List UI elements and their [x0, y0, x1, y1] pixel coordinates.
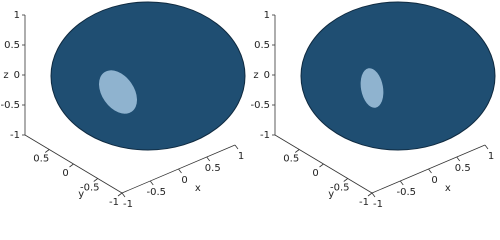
z-tick-label: 0 — [264, 70, 270, 81]
figure: -1 -0.5 0 0.5 1 x -1 -0.5 0 0.5 y -1 -0.5 0 0.5 1 z -1 -0.… — [0, 1, 496, 210]
y-tick — [295, 149, 300, 153]
z-axis-label: z — [3, 70, 8, 81]
z-tick-label: -0.5 — [0, 100, 20, 111]
x-tick-label: 0.5 — [455, 163, 471, 174]
y-tick-label: 0.5 — [33, 154, 49, 165]
x-tick-label: 1 — [238, 151, 244, 162]
y-tick — [343, 178, 348, 182]
x-tick — [206, 156, 211, 162]
x-tick — [371, 192, 376, 198]
x-tick — [178, 168, 182, 174]
x-tick — [428, 168, 432, 174]
x-tick — [234, 144, 239, 150]
y-tick — [69, 163, 74, 168]
x-axis-label: x — [445, 183, 451, 194]
x-tick — [149, 180, 154, 186]
z-tick-label: 0.5 — [4, 40, 20, 51]
x-tick-label: 0 — [181, 175, 187, 186]
x-tick — [121, 192, 126, 198]
x-tick-label: 0.5 — [205, 163, 221, 174]
patch — [360, 68, 384, 108]
z-tick-label: -0.5 — [250, 100, 270, 111]
plot: -1 -0.5 0 0.5 1 x -1 -0.5 0 0.5 y -1 -0.5 0 0.5 1 z — [250, 1, 496, 210]
x-axis-label: x — [195, 183, 201, 194]
y-tick-label: -0.5 — [330, 183, 350, 194]
y-tick — [319, 163, 324, 168]
sphere — [300, 1, 496, 151]
x-tick-label: 0 — [431, 175, 437, 186]
y-tick — [117, 192, 123, 197]
y-tick-label: -1 — [359, 197, 369, 208]
z-tick-label: 1 — [264, 10, 270, 21]
x-tick — [399, 180, 404, 186]
patch — [98, 70, 138, 114]
sphere — [50, 1, 246, 151]
y-tick — [45, 149, 50, 153]
y-axis-label: y — [328, 189, 334, 200]
x-tick — [484, 144, 489, 150]
x-tick-label: -1 — [373, 199, 383, 210]
z-axis-label: z — [253, 70, 258, 81]
y-tick-label: 0 — [62, 168, 68, 179]
x-tick-label: -1 — [123, 199, 133, 210]
z-tick-label: -1 — [260, 130, 270, 141]
z-tick-label: -1 — [10, 130, 20, 141]
y-tick-label: 0 — [312, 168, 318, 179]
z-tick-label: 0 — [14, 70, 20, 81]
y-tick-label: -1 — [109, 197, 119, 208]
y-tick-label: -0.5 — [80, 183, 100, 194]
y-axis-label: y — [78, 189, 84, 200]
x-tick-label: -0.5 — [396, 187, 416, 198]
x-tick-label: -0.5 — [146, 187, 166, 198]
y-tick — [367, 192, 373, 197]
y-tick — [93, 178, 98, 182]
z-tick-label: 0.5 — [254, 40, 270, 51]
plot: -1 -0.5 0 0.5 1 x -1 -0.5 0 0.5 y -1 -0.5 0 0.5 1 z — [0, 1, 246, 210]
z-tick-label: 1 — [14, 10, 20, 21]
x-tick-label: 1 — [488, 151, 494, 162]
x-tick — [456, 156, 461, 162]
y-tick-label: 0.5 — [283, 154, 299, 165]
